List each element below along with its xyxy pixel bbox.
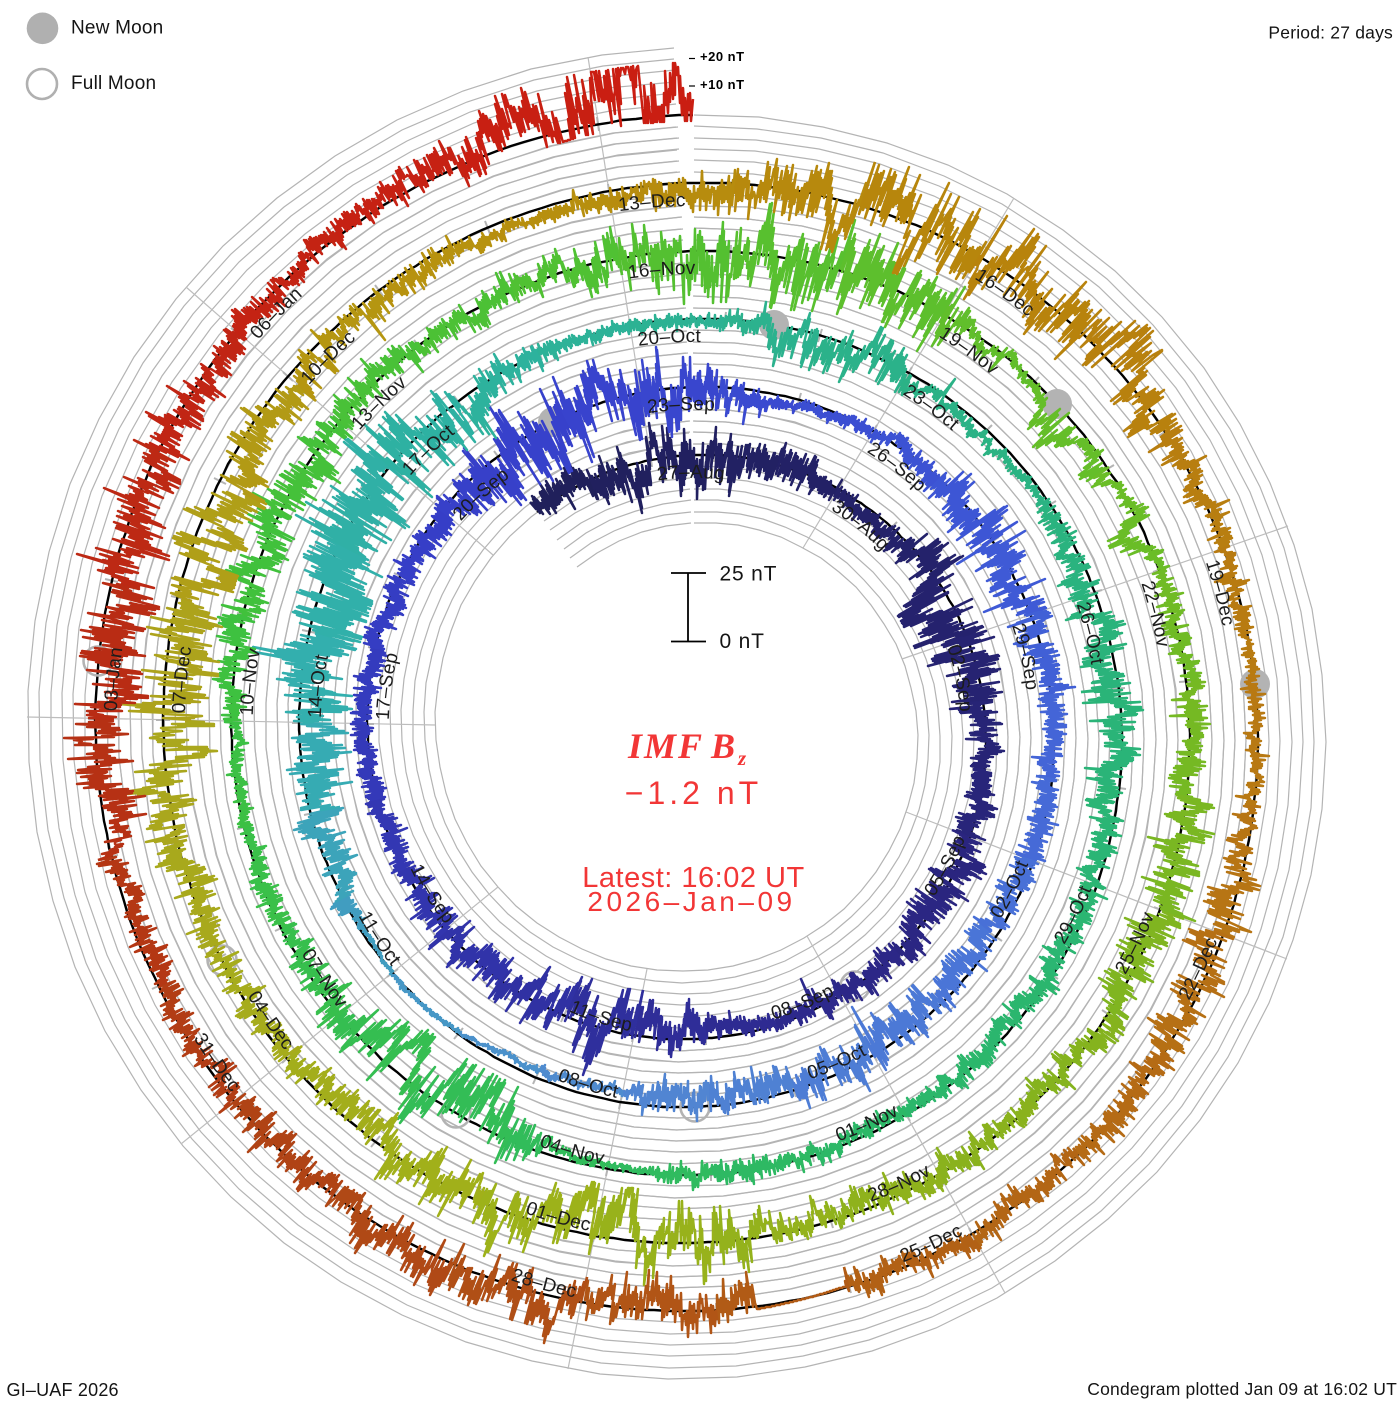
svg-text:25 nT: 25 nT (720, 563, 778, 586)
svg-text:New Moon: New Moon (71, 18, 163, 39)
svg-text:−1.2 nT: −1.2 nT (625, 775, 762, 811)
svg-text:Period: 27 days: Period: 27 days (1268, 23, 1393, 43)
svg-text:0 nT: 0 nT (720, 630, 765, 653)
svg-text:Full Moon: Full Moon (71, 73, 156, 94)
svg-text:+10 nT: +10 nT (700, 77, 745, 92)
svg-text:23–Sep: 23–Sep (646, 394, 715, 418)
svg-text:20–Oct: 20–Oct (636, 326, 701, 351)
svg-text:27–Aug: 27–Aug (656, 462, 726, 486)
svg-text:Latest: 16:02 UT: Latest: 16:02 UT (582, 862, 804, 894)
svg-text:+20 nT: +20 nT (700, 49, 745, 64)
svg-text:Condegram plotted Jan 09 at 16: Condegram plotted Jan 09 at 16:02 UT (1087, 1379, 1397, 1399)
svg-text:2026–Jan–09: 2026–Jan–09 (587, 886, 795, 917)
svg-text:GI–UAF 2026: GI–UAF 2026 (7, 1380, 119, 1400)
